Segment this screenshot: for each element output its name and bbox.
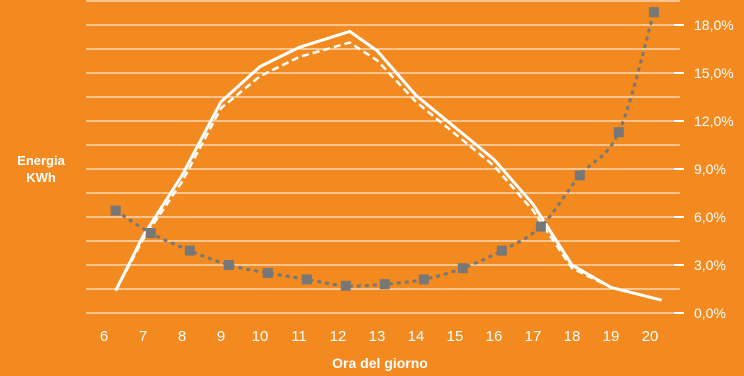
y-axis-label: Energia KWh	[12, 152, 70, 186]
x-tick-label: 17	[525, 328, 542, 345]
data-point-marker	[574, 170, 585, 181]
x-axis-ticks: 6 7 8 9 10 11 12 13 14 15 16 17 18 19 20	[100, 328, 659, 345]
data-point-marker	[301, 274, 312, 285]
data-point-marker	[184, 245, 195, 256]
x-tick-label: 14	[408, 328, 425, 345]
data-point-marker	[496, 245, 507, 256]
grid-lines	[86, 0, 680, 314]
y-tick-label: 15,0%	[694, 65, 734, 81]
series-line-2	[114, 41, 663, 302]
data-point-marker	[648, 7, 659, 18]
x-tick-label: 11	[291, 328, 307, 345]
x-tick-label: 8	[178, 328, 186, 345]
series-line-3	[114, 11, 656, 288]
x-tick-label: 18	[564, 328, 581, 345]
x-axis-label: Ora del giorno	[0, 355, 744, 371]
y-tick-label: 12,0%	[694, 113, 734, 129]
data-point-marker	[145, 228, 156, 238]
series-lines	[114, 11, 663, 302]
x-tick-label: 16	[486, 328, 503, 345]
x-tick-label: 12	[330, 328, 347, 345]
x-tick-label: 9	[217, 328, 225, 345]
y-tick-label: 18,0%	[694, 17, 734, 33]
x-tick-label: 15	[447, 328, 464, 345]
y-tick-label: 0,0%	[694, 305, 726, 321]
y-axis-label-line-2: KWh	[26, 170, 56, 185]
y-tick-label: 6,0%	[694, 209, 726, 225]
x-tick-label: 6	[100, 328, 108, 345]
data-point-marker	[223, 260, 234, 270]
y-tick-label: 3,0%	[694, 257, 726, 273]
series-markers	[110, 7, 659, 291]
data-point-marker	[613, 127, 624, 138]
y-axis-ticks: 0,0% 3,0% 6,0% 9,0% 12,0% 15,0% 18,0%	[674, 17, 734, 321]
data-point-marker	[379, 279, 390, 290]
data-point-marker	[340, 280, 351, 291]
x-tick-label: 19	[603, 328, 620, 345]
x-tick-label: 7	[139, 328, 147, 345]
data-point-marker	[262, 268, 273, 278]
x-tick-label: 13	[369, 328, 386, 345]
x-axis-label-text: Ora del giorno	[332, 355, 428, 371]
y-axis-label-line-1: Energia	[17, 153, 65, 168]
series-line-1	[114, 29, 663, 302]
data-point-marker	[110, 205, 121, 216]
data-point-marker	[457, 263, 468, 274]
data-point-marker	[535, 221, 546, 232]
x-tick-label: 20	[642, 328, 659, 345]
data-point-marker	[418, 274, 429, 285]
y-tick-label: 9,0%	[694, 161, 726, 177]
x-tick-label: 10	[252, 328, 269, 345]
